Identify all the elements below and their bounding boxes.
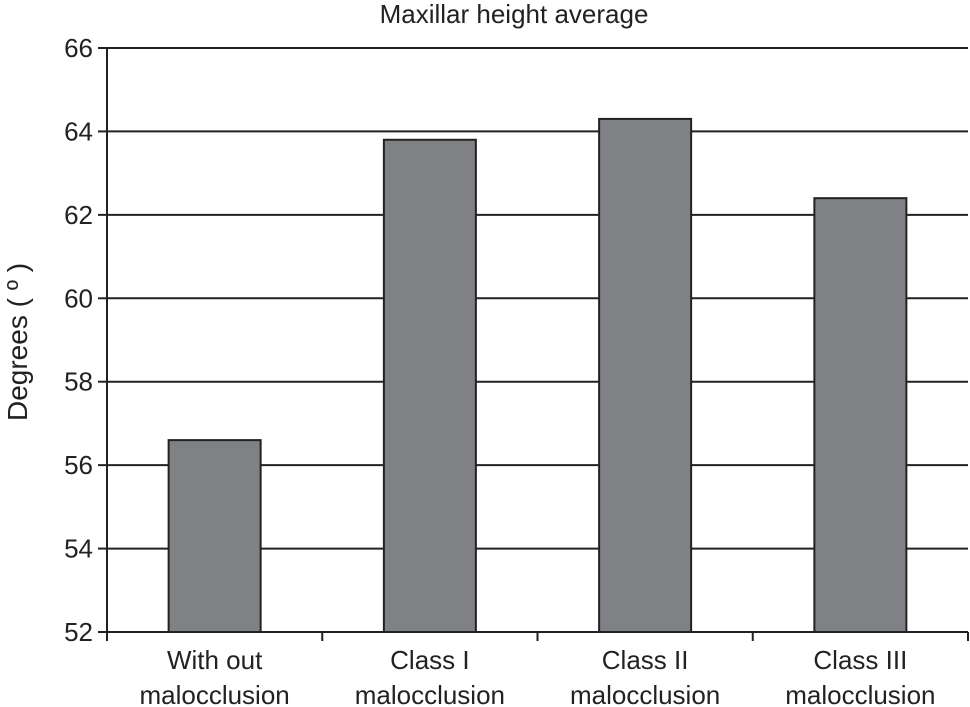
y-axis-label: Degrees ( º ) <box>2 263 33 421</box>
bar-3 <box>598 117 693 633</box>
bar-4 <box>813 197 908 634</box>
axes <box>98 47 969 641</box>
y-tick-label-64: 64 <box>64 116 93 146</box>
bar-2 <box>382 138 477 633</box>
x-category-labels: With out malocclusion Class I malocclusion C… <box>139 645 935 707</box>
x-category-label-3-line-2: malocclusion <box>570 680 720 707</box>
x-category-label-2-line-1: Class I <box>390 645 469 675</box>
y-tick-label-62: 62 <box>64 200 93 230</box>
y-tick-label-52: 52 <box>64 617 93 647</box>
x-category-label-4-line-1: Class III <box>813 645 907 675</box>
bars <box>167 117 908 634</box>
x-category-label-1-line-2: malocclusion <box>139 680 289 707</box>
x-category-label-2-line-2: malocclusion <box>355 680 505 707</box>
x-category-label-3-line-1: Class II <box>602 645 689 675</box>
y-tick-label-58: 58 <box>64 367 93 397</box>
y-tick-label-56: 56 <box>64 450 93 480</box>
x-category-label-4-line-2: malocclusion <box>785 680 935 707</box>
y-tick-labels: 52 54 56 58 60 62 64 66 <box>64 33 93 647</box>
chart-title: Maxillar height average <box>380 0 649 29</box>
y-tick-label-54: 54 <box>64 534 93 564</box>
x-category-label-1-line-1: With out <box>167 645 263 675</box>
bar-1 <box>167 439 262 633</box>
y-tick-label-66: 66 <box>64 33 93 63</box>
y-tick-label-60: 60 <box>64 283 93 313</box>
